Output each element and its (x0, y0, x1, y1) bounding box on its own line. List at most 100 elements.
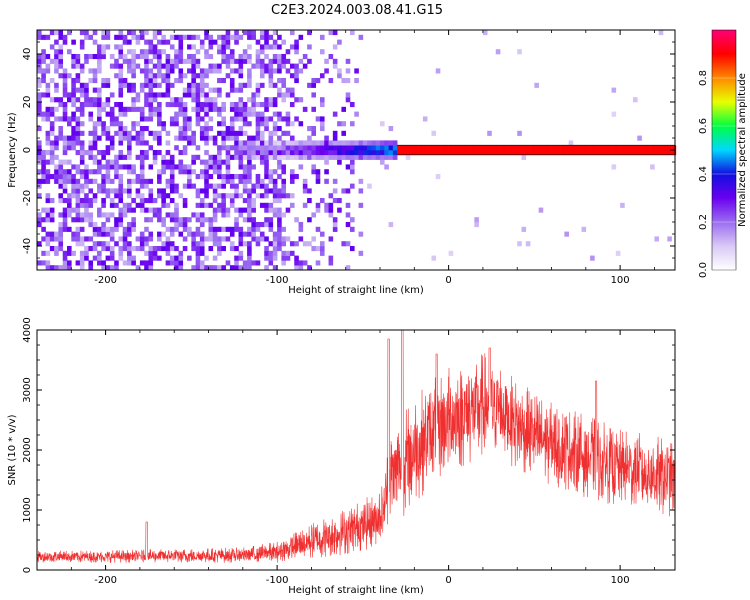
spectrogram-cell (169, 68, 175, 74)
spectrogram-cell (157, 140, 162, 146)
spectrogram-cell (247, 255, 252, 261)
spectrogram-cell (654, 150, 660, 156)
spectrogram-cell (118, 188, 124, 194)
spectrogram-cell (118, 49, 124, 55)
spectrogram-cell (324, 202, 329, 208)
spectrogram-cell (174, 58, 179, 64)
spectrogram-cell (324, 150, 329, 156)
spectrogram-cell (525, 145, 531, 151)
spectrogram-cell (225, 260, 231, 266)
spectrogram-cell (118, 82, 124, 88)
spectrogram-cell (92, 222, 98, 228)
spectrogram-cell (79, 154, 85, 160)
spectrogram-cell (268, 150, 274, 156)
spectrogram-cell (165, 73, 171, 79)
spectrogram-cell (49, 246, 55, 252)
spectrogram-cell (251, 188, 256, 194)
spectrogram-cell (71, 130, 76, 136)
spectrogram-cell (247, 241, 252, 247)
spectrogram-cell (49, 174, 55, 180)
spectrogram-cell (109, 140, 115, 146)
spectrogram-cell (109, 250, 115, 256)
spectrogram-cell (242, 54, 248, 60)
spectrogram-cell (109, 202, 115, 208)
spectrogram-cell (75, 188, 81, 194)
spectrogram-cell (97, 231, 102, 237)
spectrogram-cell (354, 78, 359, 84)
spectrogram-cell (49, 126, 55, 132)
spectrogram-cell (97, 87, 102, 93)
spectrogram-cell (315, 174, 321, 180)
spectrogram-cell (182, 116, 188, 122)
spectrogram-cell (187, 58, 192, 64)
spectrogram-cell (195, 92, 201, 98)
spectrogram-cell (148, 58, 154, 64)
spectrogram-cell (118, 174, 124, 180)
spectrogram-cell (148, 246, 154, 252)
spectrogram-cell (148, 130, 154, 136)
spectrogram-cell (315, 78, 321, 84)
spectrogram-cell (118, 164, 124, 170)
spectrogram-cell (311, 236, 316, 242)
spectrogram-cell (332, 130, 338, 136)
spectrogram-cell (131, 97, 136, 103)
spectrogram-cell (422, 145, 428, 151)
spectrogram-cell (272, 126, 278, 132)
spectrogram-cell (350, 30, 355, 36)
spectrogram-cell (272, 154, 278, 160)
spectrogram-cell (272, 198, 278, 204)
spectrogram-cell (255, 260, 261, 266)
spectrogram-cell (174, 183, 179, 189)
spectrogram-cell (234, 174, 239, 180)
spectrogram-cell (122, 207, 128, 213)
spectrogram-cell (234, 30, 239, 36)
spectrogram-cell (92, 198, 98, 204)
spectrogram-cell (225, 207, 231, 213)
spectrogram-cell (212, 102, 218, 108)
spectrogram-cell (79, 130, 85, 136)
spectrogram-cell (440, 150, 445, 156)
spectrogram-cell (165, 130, 171, 136)
spectrogram-cell (45, 150, 51, 156)
spectrogram-cell (157, 102, 162, 108)
spectrogram-cell (547, 145, 552, 151)
spectrogram-cell (187, 169, 192, 175)
spectrogram-cell (139, 164, 145, 170)
spectrogram-cell (328, 78, 334, 84)
spectrogram-cell (242, 207, 248, 213)
spectrogram-cell (388, 150, 394, 156)
spectrogram-cell (311, 92, 316, 98)
spectrogram-cell (208, 34, 214, 40)
spectrogram-cell (105, 265, 111, 271)
spectrogram-cell (277, 63, 282, 69)
spectrogram-cell (165, 63, 171, 69)
spectrogram-cell (195, 97, 201, 103)
spectrogram-cell (658, 30, 664, 36)
spectrogram-cell (97, 111, 102, 117)
spectrogram-cell (328, 193, 334, 199)
spectrogram-cell (217, 265, 222, 271)
spectrogram-cell (178, 34, 184, 40)
spectrogram-cell (199, 159, 205, 165)
spectrogram-cell (495, 150, 501, 156)
spectrogram-cell (324, 154, 329, 160)
spectrogram-cell (127, 193, 132, 199)
spectrogram-cell (139, 135, 145, 141)
spectrogram-cell (161, 49, 166, 55)
spectrogram-cell (350, 150, 355, 156)
spectrogram-cell (165, 78, 171, 84)
spectrogram-cell (131, 106, 136, 112)
spectrogram-cell (247, 140, 252, 146)
spectrogram-cell (247, 265, 252, 271)
spectrogram-cell (358, 178, 364, 184)
spectrogram-cell (238, 164, 244, 170)
spectrogram-cell (208, 164, 214, 170)
spectrogram-cell (242, 174, 248, 180)
spectrogram-cell (148, 164, 154, 170)
spectrogram-cell (435, 68, 441, 74)
spectrogram-cell (500, 150, 505, 156)
spectrogram-cell (182, 236, 188, 242)
spectrogram-cell (97, 63, 102, 69)
spectrogram-cell (217, 63, 222, 69)
spectrogram-cell (161, 198, 166, 204)
